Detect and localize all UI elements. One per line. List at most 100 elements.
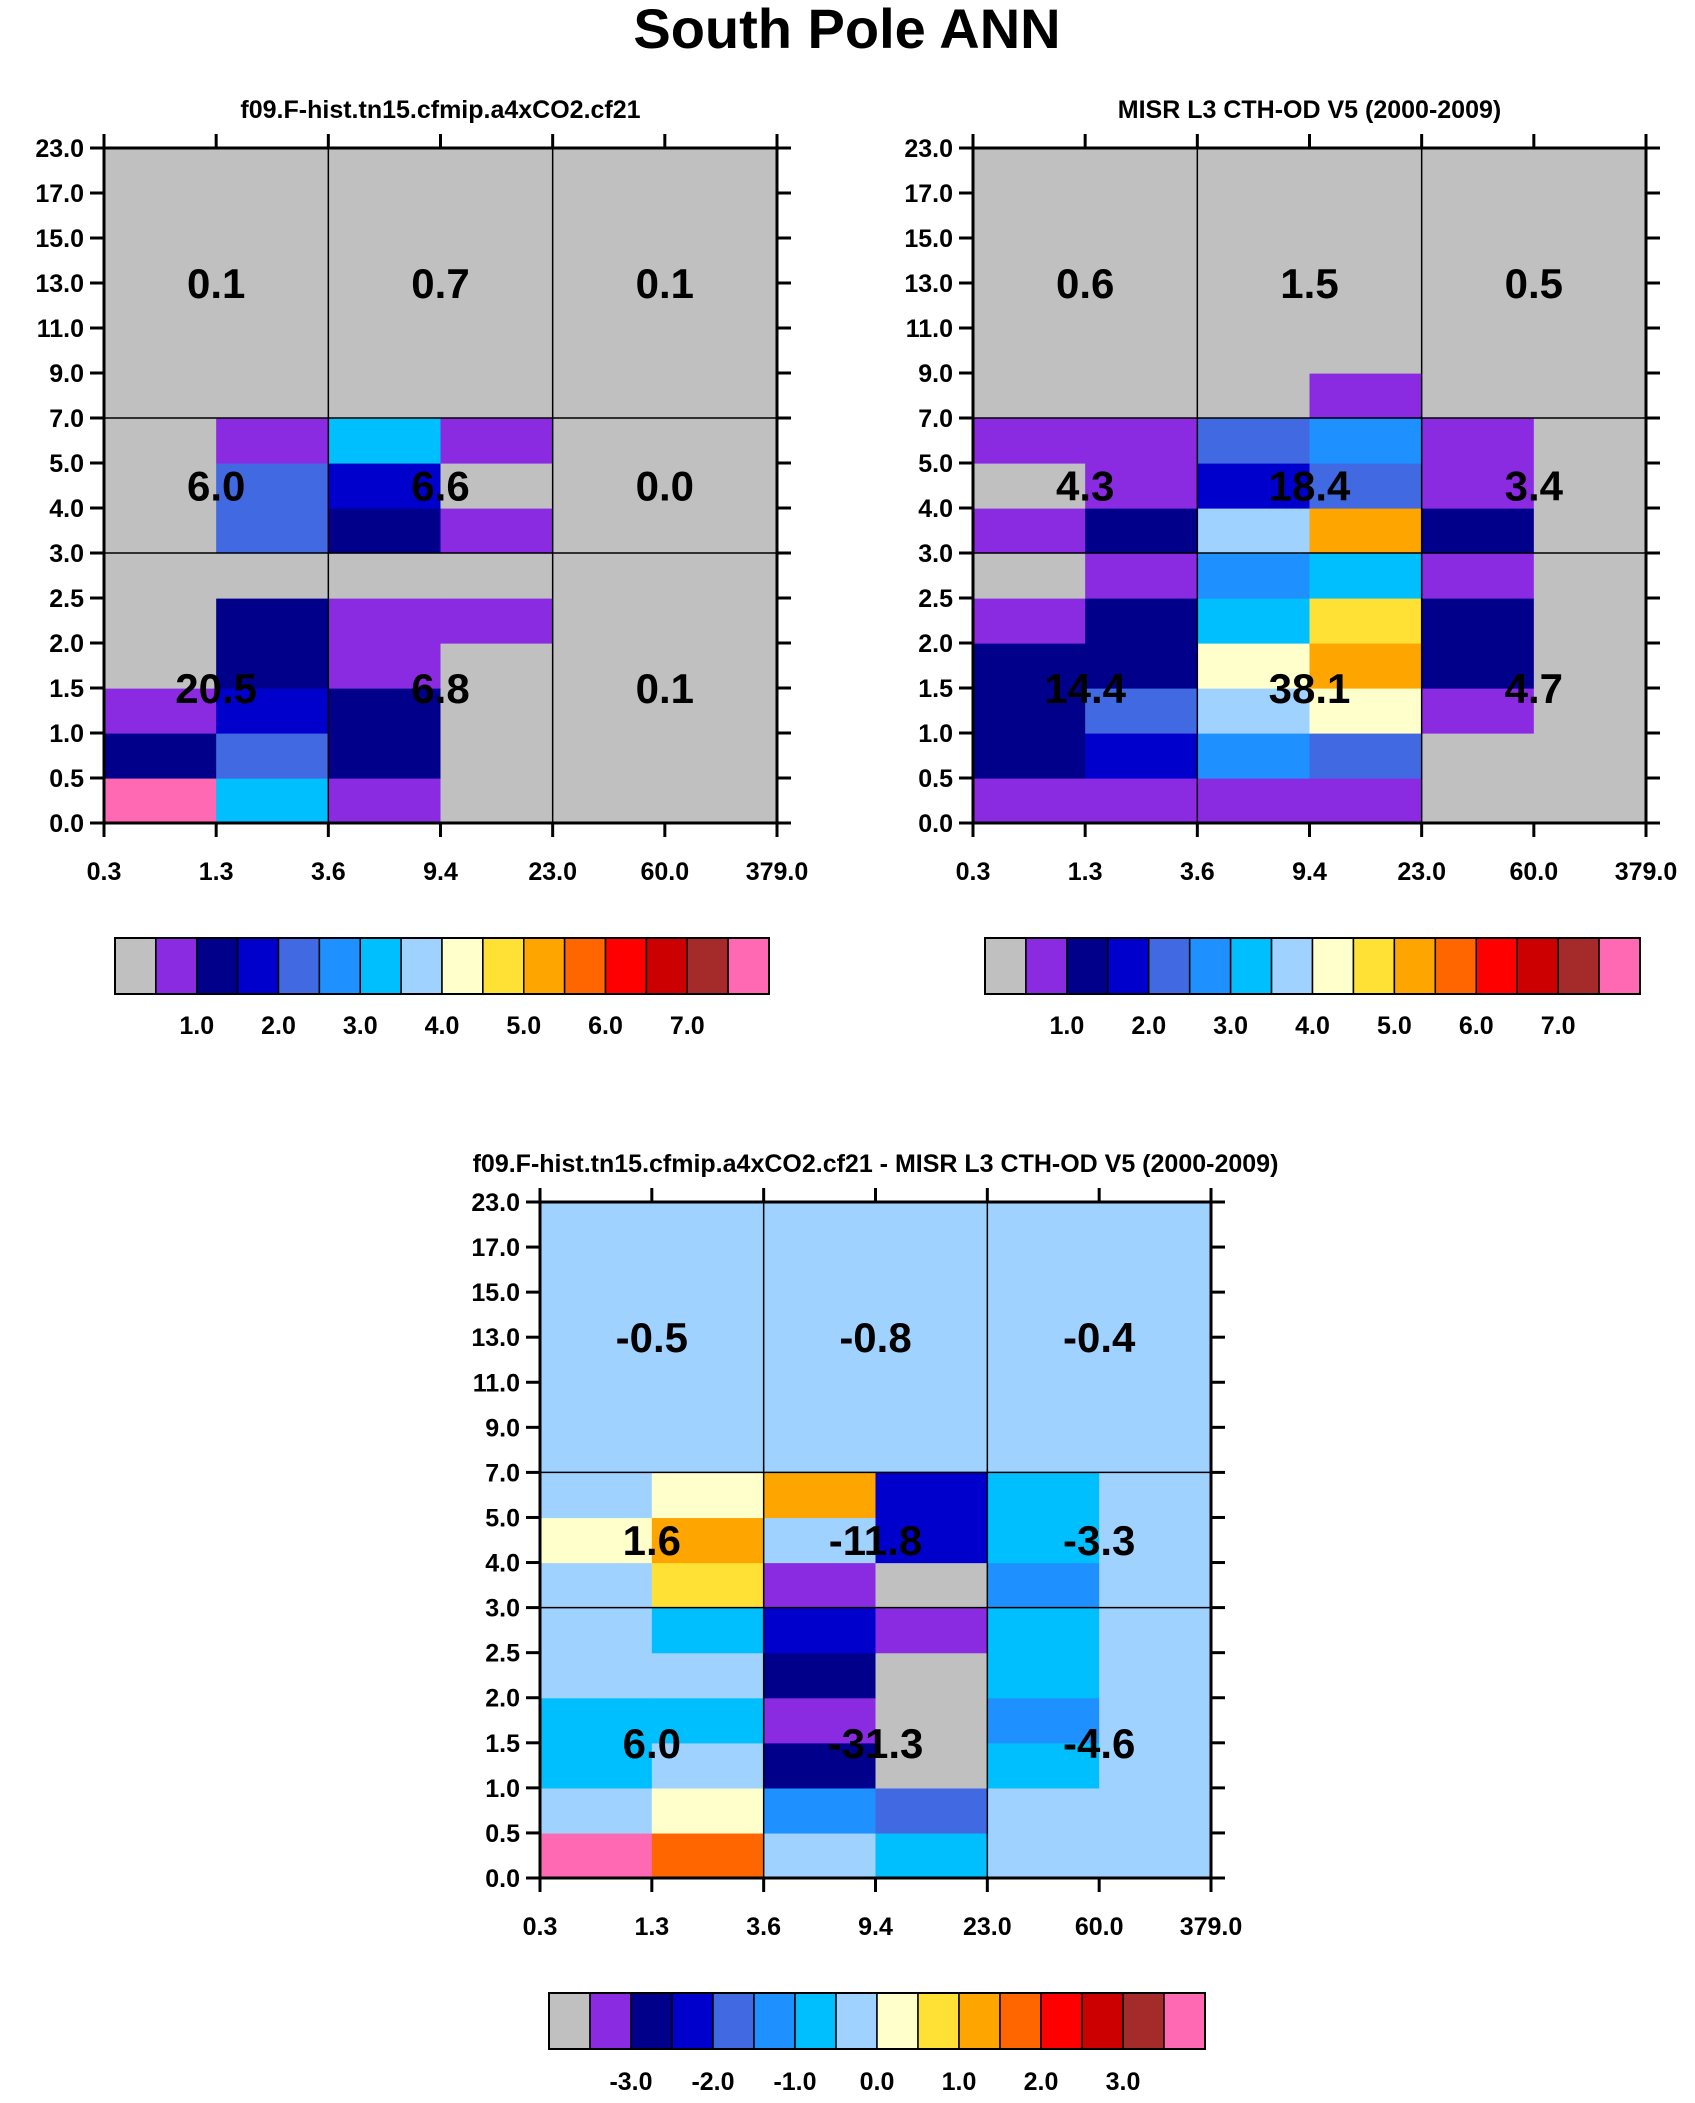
heatmap-cell [1533, 238, 1647, 284]
heatmap-cell [875, 1202, 988, 1248]
heatmap-cell [216, 553, 329, 599]
y-tick-label: 0.0 [485, 1865, 520, 1893]
heatmap-cell [1099, 1562, 1212, 1609]
y-tick-label: 23.0 [904, 135, 953, 163]
y-tick-label: 23.0 [471, 1189, 520, 1217]
colorbar-label: 1.0 [1049, 1012, 1084, 1040]
heatmap-cell [328, 148, 442, 194]
heatmap-cell [1099, 1382, 1212, 1428]
colorbar-label: 0.0 [860, 2068, 895, 2096]
heatmap-cell [216, 598, 329, 644]
x-tick-label: 9.4 [1292, 858, 1327, 886]
colorbar-box [671, 1992, 714, 2050]
y-tick-label: 11.0 [473, 1369, 520, 1397]
panel-title: f09.F-hist.tn15.cfmip.a4xCO2.cf21 [240, 96, 640, 124]
colorbar-box [876, 1992, 919, 2050]
colorbar-box [155, 937, 198, 995]
heatmap-cell [1309, 193, 1423, 239]
heatmap-cell [1085, 148, 1198, 194]
cell-annotation: -11.8 [829, 1517, 922, 1564]
heatmap-cell [1533, 553, 1647, 599]
heatmap-cell [440, 553, 554, 599]
y-tick-label: 13.0 [35, 270, 84, 298]
heatmap-cell [1085, 283, 1198, 329]
heatmap-cell [540, 1337, 653, 1383]
heatmap-cell [440, 193, 554, 239]
heatmap-cell [1085, 193, 1198, 239]
colorbar-label: -2.0 [691, 2068, 734, 2096]
colorbar-box [1434, 937, 1477, 995]
heatmap-cell [540, 1787, 653, 1834]
colorbar-box [277, 937, 321, 995]
heatmap-cell [1085, 643, 1198, 689]
heatmap-cell [216, 283, 329, 329]
heatmap-cell [540, 1607, 653, 1654]
colorbar-label: -1.0 [773, 2068, 816, 2096]
heatmap-cell [552, 328, 666, 374]
colorbar-box [1081, 1992, 1124, 2050]
heatmap-cell [328, 373, 442, 419]
y-tick-label: 13.0 [904, 270, 953, 298]
x-tick-label: 9.4 [858, 1913, 893, 1941]
colorbar-box [548, 1992, 591, 2050]
colorbar-model: 1.0 2.0 3.0 4.0 5.0 6.0 7.0 [114, 937, 770, 1040]
heatmap-cell [875, 1607, 988, 1654]
heatmap-cell [1421, 148, 1535, 194]
cell-annotation: 38.1 [1269, 665, 1351, 712]
heatmap-cell [763, 1427, 877, 1473]
heatmap-cell [875, 1247, 988, 1293]
heatmap-cell [987, 1607, 1100, 1654]
colorbar-box [1352, 937, 1396, 995]
heatmap-cell [651, 1472, 765, 1519]
colorbar-box [1229, 937, 1273, 995]
heatmap-cell [540, 1247, 653, 1293]
colorbar-box [196, 937, 239, 995]
heatmap-cell [1533, 148, 1647, 194]
heatmap-cell [1309, 598, 1423, 644]
cell-annotation: 1.6 [623, 1517, 681, 1564]
heatmap-cell [552, 688, 666, 734]
heatmap-cell [987, 1562, 1100, 1609]
heatmap-cell [664, 148, 778, 194]
heatmap-cell [328, 598, 442, 644]
cell-annotation: 20.5 [175, 665, 257, 712]
heatmap-cell [1421, 373, 1535, 419]
heatmap-cell [651, 1292, 765, 1338]
heatmap-cell [651, 1337, 765, 1383]
colorbar-frame [548, 1992, 1206, 2050]
heatmap-panel-observation: MISR L3 CTH-OD V5 (2000-2009) 0.3 1.3 3.6 9.… [904, 96, 1677, 886]
heatmap-cell [552, 553, 666, 599]
heatmap-cell [216, 193, 329, 239]
cell-annotation: -0.4 [1063, 1314, 1136, 1361]
heatmap-cell [664, 643, 778, 689]
heatmap-cell [875, 1337, 988, 1383]
cell-annotation: 6.6 [411, 463, 469, 510]
cell-annotation: 0.0 [636, 463, 694, 510]
colorbar-box [1516, 937, 1559, 995]
heatmap-cell [440, 238, 554, 284]
heatmap-cell [1099, 1292, 1212, 1338]
colorbar-observation: 1.0 2.0 3.0 4.0 5.0 6.0 7.0 [984, 937, 1641, 1040]
heatmap-cell [1099, 1247, 1212, 1293]
colorbar-box [318, 937, 361, 995]
y-tick-label: 1.0 [49, 720, 84, 748]
heatmap-cell [1309, 643, 1423, 689]
cell-annotation: 6.8 [411, 665, 469, 712]
x-tick-label: 23.0 [1397, 858, 1446, 886]
colorbar-box [589, 1992, 632, 2050]
colorbar-box [645, 937, 688, 995]
colorbar-label: 3.0 [343, 1012, 378, 1040]
heatmap-cell [1197, 463, 1311, 509]
cell-annotation: 1.5 [1280, 260, 1338, 307]
heatmap-cell [875, 1562, 988, 1609]
heatmap-cell [552, 643, 666, 689]
heatmap-cell [651, 1562, 765, 1609]
heatmap-cell [552, 733, 666, 779]
colorbar-label: 7.0 [670, 1012, 705, 1040]
colorbar-box [999, 1992, 1042, 2050]
colorbar-frame [114, 937, 770, 995]
heatmap-cell [1197, 643, 1311, 689]
x-tick-label: 60.0 [1075, 1913, 1124, 1941]
y-tick-label: 9.0 [918, 360, 953, 388]
